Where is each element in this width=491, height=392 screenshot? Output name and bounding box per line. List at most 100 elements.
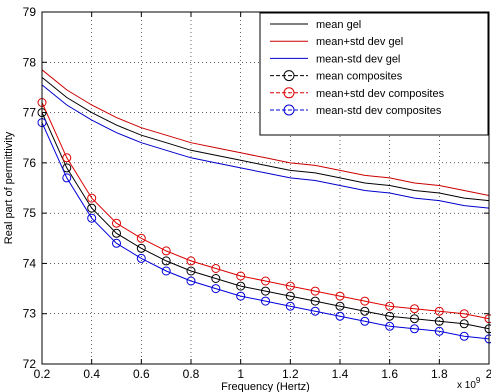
data-point: [62, 173, 72, 183]
x-axis-multiplier: x 109: [457, 376, 481, 391]
series-line-mean-std-dev-gel: [41, 69, 490, 196]
data-point: [211, 264, 221, 273]
legend: mean gel mean+std dev gel mean-std dev gel…: [259, 12, 489, 136]
data-point: [335, 291, 345, 301]
x-axis-multiplier-base: x 10: [457, 380, 476, 391]
data-point: [62, 153, 72, 163]
data-point: [161, 246, 171, 256]
legend-marker: [283, 87, 295, 99]
legend-label: mean+std dev composites: [316, 88, 445, 100]
legend-label: mean+std dev gel: [316, 36, 403, 48]
data-point: [261, 286, 270, 296]
data-point: [310, 296, 320, 306]
legend-label: mean-std dev composites: [316, 105, 442, 117]
data-point: [385, 301, 395, 311]
series-mean-std-dev-gel: [41, 84, 490, 209]
data-point: [310, 306, 320, 316]
data-point: [161, 266, 171, 276]
series-line-mean-std-dev-composites: [41, 102, 490, 320]
x-tick-label: 1.6: [381, 367, 398, 381]
x-tick-label: 1.8: [431, 367, 448, 381]
data-point: [360, 306, 370, 316]
x-tick-label: 0.2: [34, 367, 51, 381]
data-point: [136, 243, 146, 253]
data-point: [459, 309, 469, 319]
data-point: [410, 324, 419, 334]
legend-label: mean-std dev gel: [316, 53, 400, 65]
data-point: [360, 296, 370, 306]
data-point: [434, 306, 444, 316]
series-line-mean-gel: [41, 77, 490, 202]
y-tick-label: 73: [23, 307, 37, 321]
data-point: [87, 203, 97, 213]
data-point: [186, 256, 196, 266]
data-point: [161, 256, 171, 266]
data-point: [335, 301, 345, 311]
grid: [42, 12, 489, 364]
data-point: [261, 296, 270, 306]
plot-frame: [41, 11, 490, 365]
series-mean-std-dev-gel: [41, 69, 490, 196]
legend-item: mean composites: [270, 70, 403, 83]
data-point: [459, 319, 469, 329]
data-point: [335, 311, 345, 321]
legend-marker: [283, 70, 295, 82]
data-point: [136, 253, 146, 263]
x-tick-label: 0.8: [183, 367, 200, 381]
data-point: [236, 291, 246, 301]
data-point: [136, 233, 146, 243]
series-mean-gel: [41, 77, 490, 202]
legend-item: mean+std dev composites: [270, 87, 445, 100]
x-axis-multiplier-exponent: 9: [476, 376, 481, 385]
legend-item: mean-std dev gel: [270, 53, 400, 65]
x-tick-label: 1.2: [282, 367, 299, 381]
data-point: [112, 228, 121, 238]
data-point: [385, 311, 395, 321]
x-tick-label: 1.4: [332, 367, 349, 381]
x-tick-label: 0.4: [83, 367, 100, 381]
y-tick-label: 77: [23, 106, 37, 120]
series-line-mean-std-dev-gel: [41, 84, 490, 209]
y-tick-label: 74: [23, 256, 37, 270]
data-point: [285, 301, 295, 311]
data-point: [410, 304, 419, 314]
data-point: [186, 266, 196, 276]
x-tick-label: 2: [486, 367, 491, 381]
data-point: [434, 316, 444, 326]
x-tick-label: 1: [237, 367, 244, 381]
data-point: [385, 321, 395, 331]
series-line-mean-composites: [41, 112, 490, 330]
legend-item: mean-std dev composites: [270, 104, 442, 117]
legend-item: mean gel: [270, 19, 361, 31]
data-point: [285, 291, 295, 301]
data-point: [410, 314, 419, 324]
data-point: [87, 193, 97, 203]
data-point: [459, 331, 469, 341]
data-point: [211, 284, 221, 294]
data-point: [236, 271, 246, 281]
data-point: [310, 286, 320, 296]
y-tick-label: 75: [23, 206, 37, 220]
legend-label: mean gel: [316, 19, 361, 31]
y-tick-label: 78: [23, 55, 37, 69]
data-point: [434, 326, 444, 336]
legend-box: [259, 12, 489, 136]
legend-marker: [283, 104, 295, 116]
data-point: [87, 213, 97, 223]
data-point: [211, 274, 221, 283]
data-point: [261, 276, 270, 286]
data-point: [360, 316, 370, 326]
y-tick-label: 76: [23, 156, 37, 170]
x-tick-label: 0.6: [133, 367, 150, 381]
legend-label: mean composites: [316, 71, 403, 83]
series-mean-std-dev-composites: [37, 118, 491, 344]
series-line-mean-std-dev-composites: [41, 122, 490, 340]
data-point: [186, 276, 196, 286]
data-point: [112, 218, 121, 228]
y-tick-label: 72: [23, 357, 37, 371]
data-point: [236, 281, 246, 291]
y-axis-label: Real part of permittivity: [3, 131, 15, 244]
x-axis-label: Frequency (Hertz): [221, 381, 310, 392]
data-point: [285, 281, 295, 291]
